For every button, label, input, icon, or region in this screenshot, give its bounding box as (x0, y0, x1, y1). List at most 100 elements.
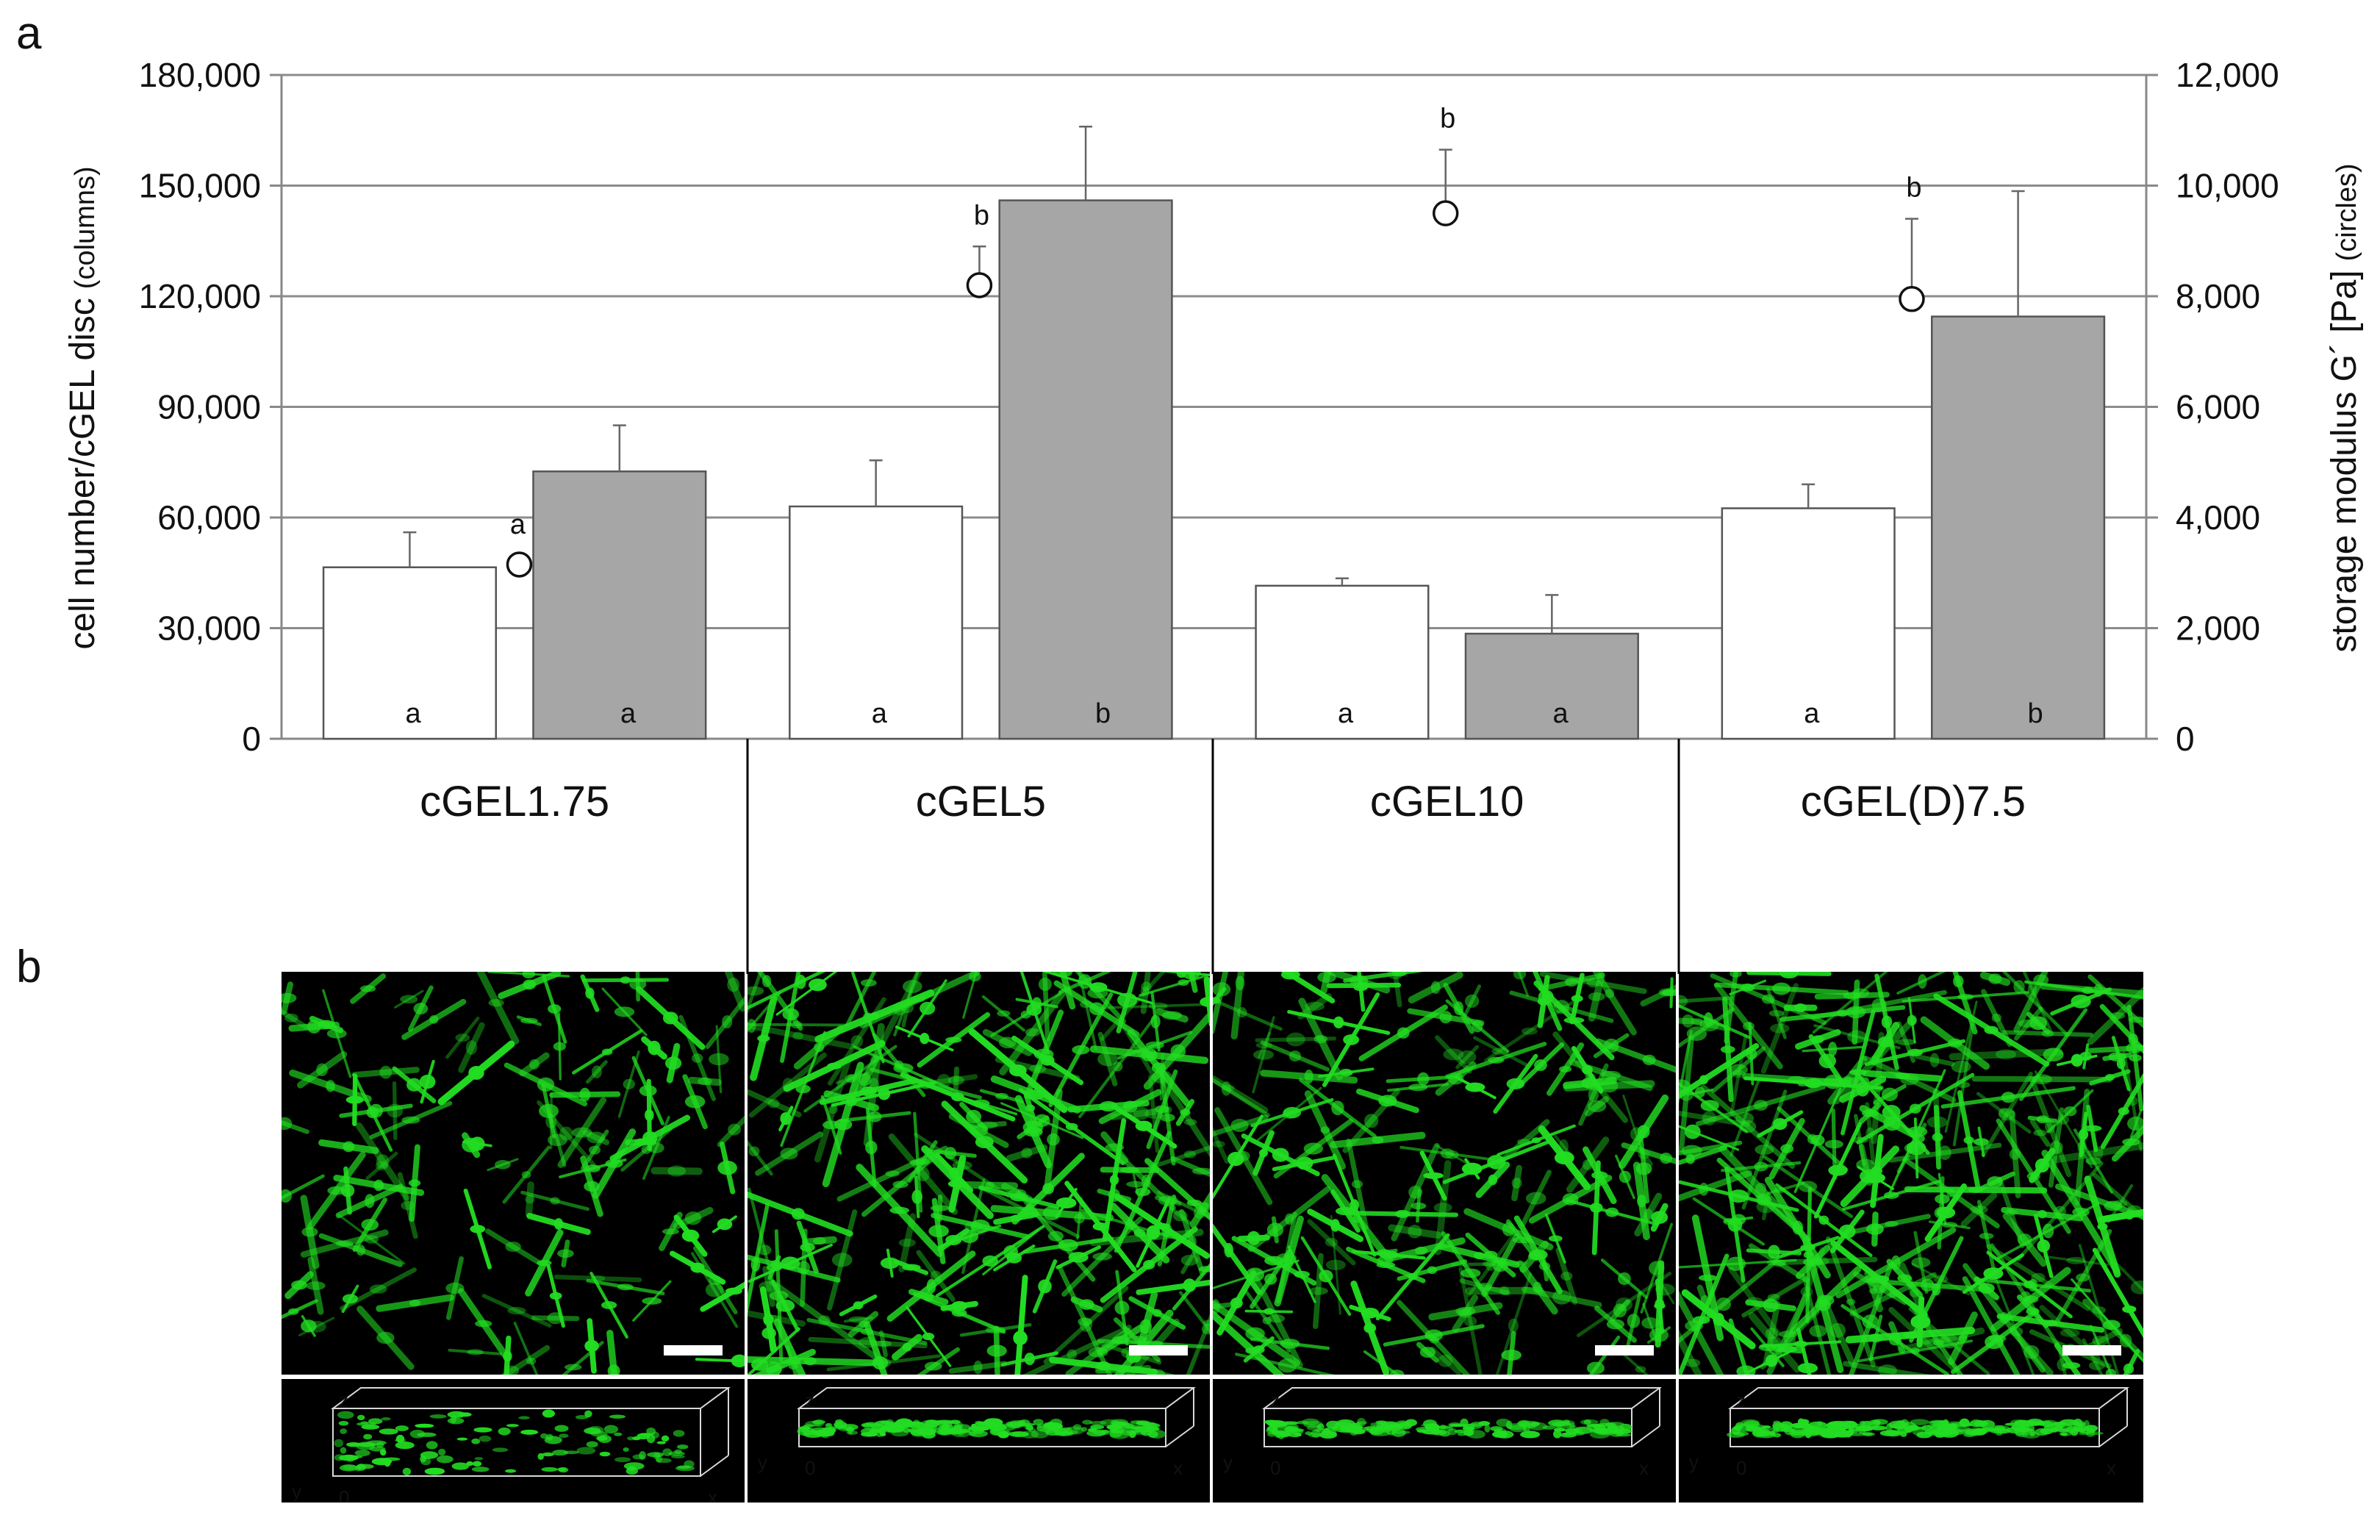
cell-layer (1462, 1423, 1475, 1429)
cell-process (1473, 1036, 1528, 1067)
cell-layer (1147, 1430, 1166, 1439)
cell-body (945, 1036, 962, 1043)
cell-layer (953, 1422, 964, 1430)
modulus-marker (966, 272, 993, 298)
cell-body (690, 1262, 705, 1273)
cell-body (1258, 1148, 1269, 1157)
cell-process (586, 1060, 608, 1084)
cell-body (1637, 1195, 1646, 1208)
cell-body (1303, 1142, 1324, 1155)
cell-body (1723, 1217, 1735, 1225)
cell-body (1201, 1323, 1210, 1335)
micrograph-top-view (1679, 972, 2143, 1375)
cell-process (1555, 1247, 1578, 1305)
cell-layer (1039, 1428, 1053, 1433)
cell-body (1882, 1087, 1899, 1102)
cell-layer (1832, 1425, 1840, 1433)
cell-body (409, 1299, 421, 1307)
cell-body (1818, 1053, 1836, 1069)
cell-process (717, 1115, 745, 1147)
cell-process (650, 1167, 703, 1175)
cell-body (1141, 981, 1152, 992)
cell-process (1539, 972, 1647, 995)
cell-body (504, 1365, 520, 1375)
cell-body (1280, 972, 1300, 980)
cell-body (1286, 1032, 1305, 1047)
cell-body (1501, 1350, 1521, 1361)
cell-body (1024, 1353, 1036, 1366)
cell-body (1933, 1275, 1949, 1283)
cell-body (1433, 1203, 1452, 1213)
cell-body (1582, 1159, 1594, 1170)
cell-body (1586, 1361, 1605, 1375)
cell-body (1388, 972, 1403, 980)
cell-body (781, 1256, 800, 1270)
z-axis-letter: z (1270, 1389, 1280, 1411)
cell-body (1630, 1127, 1643, 1141)
cell-body (642, 1297, 662, 1305)
cell-body (1995, 1049, 2016, 1060)
cell-process (1741, 1278, 1806, 1318)
cell-body (1679, 995, 1688, 1008)
cell-body (985, 1181, 994, 1189)
cell-body (2126, 1095, 2138, 1106)
cell-body (1397, 1027, 1410, 1039)
cell-body (2126, 1042, 2143, 1054)
cell-body (1473, 1252, 1485, 1260)
cell-body (998, 1036, 1017, 1049)
cell-body (1797, 1363, 1818, 1374)
cell-process (2040, 983, 2143, 998)
cell-body (1642, 1054, 1656, 1066)
cell-body (2104, 1200, 2123, 1211)
cell-process (724, 972, 745, 1012)
cell-layer (861, 1423, 873, 1428)
cell-layer (1818, 1428, 1837, 1437)
cell-body (1065, 1122, 1078, 1131)
box-top-face (1727, 1387, 2130, 1409)
cell-layer (1415, 1426, 1433, 1432)
cell-body (870, 1011, 879, 1020)
cell-body (1871, 1166, 1882, 1176)
cell-body (1695, 1086, 1705, 1098)
origin-letter: 0 (1270, 1457, 1280, 1479)
cell-body (2076, 1273, 2090, 1282)
cell-body (1953, 975, 1964, 988)
cell-body (1918, 974, 1927, 989)
cell-body (1126, 1181, 1146, 1188)
cell-body (1988, 1334, 2007, 1342)
cell-layer (1553, 1423, 1562, 1430)
cell-layer (542, 1452, 554, 1457)
cell-body (911, 1189, 922, 1204)
cell-layer (357, 1414, 365, 1421)
cell-body (326, 1028, 347, 1039)
cell-body (639, 1085, 657, 1097)
cell-process (1434, 1160, 1452, 1256)
cell-body (549, 1292, 562, 1300)
cell-layer (554, 1425, 569, 1432)
cell-body (795, 975, 806, 989)
cell-layer (626, 1467, 639, 1475)
cell-layer (623, 1447, 629, 1453)
cell-layer (1026, 1425, 1033, 1431)
x-axis-letter: x (708, 1486, 717, 1503)
cell-layer (382, 1457, 401, 1461)
cell-body (1025, 1104, 1036, 1112)
cell-body (1429, 1336, 1440, 1344)
cell-layer (395, 1441, 415, 1450)
cell-layer (1589, 1430, 1610, 1439)
cell-body (365, 1194, 375, 1208)
cell-layer (599, 1451, 611, 1457)
cell-body (1562, 1193, 1579, 1206)
cell-body (1837, 1010, 1849, 1017)
cell-body (1349, 1199, 1359, 1211)
cell-layer (662, 1448, 673, 1457)
cell-body (1499, 1286, 1510, 1295)
cell-body (1133, 1228, 1146, 1237)
cell-body (850, 1035, 864, 1048)
cell-body (1895, 1072, 1910, 1080)
cell-body (408, 1179, 421, 1187)
cell-layer (879, 1432, 886, 1436)
cell-body (889, 1206, 910, 1214)
cell-body (520, 1017, 538, 1024)
cell-body (725, 1287, 742, 1295)
